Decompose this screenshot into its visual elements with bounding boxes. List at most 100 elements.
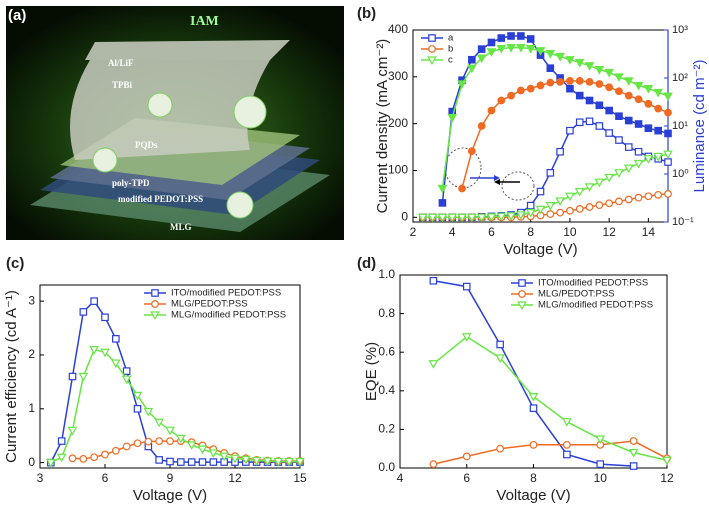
marker <box>563 450 571 459</box>
marker <box>584 183 595 192</box>
marker <box>68 454 77 463</box>
ill-text: MLG <box>170 222 192 232</box>
marker <box>529 440 538 449</box>
marker <box>517 301 527 311</box>
marker <box>518 279 526 287</box>
marker <box>101 450 109 459</box>
series-line <box>50 299 300 463</box>
panel-label: (c) <box>6 255 24 272</box>
marker <box>56 453 67 463</box>
marker <box>663 150 673 160</box>
marker <box>605 199 614 208</box>
marker <box>605 106 613 115</box>
marker <box>516 86 525 95</box>
marker <box>273 457 284 467</box>
marker <box>653 152 664 162</box>
marker <box>633 81 644 91</box>
marker <box>428 34 436 42</box>
marker <box>585 96 594 105</box>
marker <box>437 184 448 194</box>
marker <box>624 143 633 151</box>
marker <box>427 56 437 66</box>
x-tick-label: 2 <box>410 225 417 239</box>
marker <box>663 92 673 102</box>
marker <box>595 80 604 88</box>
x-axis-label: Voltage (V) <box>496 487 570 504</box>
marker <box>555 52 565 62</box>
x-tick-label: 12 <box>602 225 616 239</box>
marker <box>122 367 131 375</box>
marker <box>458 184 466 193</box>
y-axis-label: Current efficiency (cd A⁻¹) <box>3 290 20 463</box>
marker <box>486 213 497 222</box>
y-tick-label: 3 <box>28 293 35 307</box>
marker <box>585 117 594 126</box>
y-tick-label: 300 <box>388 69 408 83</box>
marker <box>144 437 153 446</box>
marker <box>457 213 467 223</box>
marker <box>241 455 251 465</box>
marker <box>132 391 143 401</box>
marker <box>429 460 438 469</box>
illustration: IAM Al/LiF TPBi PQDs poly-TPD modified P… <box>6 6 344 240</box>
arrow-head <box>494 179 500 185</box>
marker <box>198 458 207 466</box>
marker <box>556 147 564 156</box>
marker <box>143 407 154 417</box>
y2-tick-label: 10² <box>672 72 688 84</box>
marker <box>595 101 604 110</box>
legend-label: a <box>448 33 454 44</box>
marker <box>594 178 605 188</box>
y-axis-label: Current density (mA cm⁻²) <box>374 39 391 214</box>
y2-tick-label: 10³ <box>672 24 688 36</box>
y-tick-label: 1 <box>28 401 35 415</box>
x-tick-label: 8 <box>527 225 534 239</box>
marker <box>517 32 525 40</box>
x-tick-label: 4 <box>397 471 404 485</box>
marker <box>529 404 538 412</box>
marker <box>585 77 594 86</box>
marker <box>546 210 555 218</box>
marker <box>262 457 273 467</box>
marker <box>497 34 506 42</box>
marker <box>495 354 505 364</box>
marker <box>57 437 66 445</box>
x-axis-label: Voltage (V) <box>503 241 577 258</box>
chart: (b) 2 4 6 8 10 12 14 0 100 200 300 400 10⁻¹ 10⁰ 10¹ 10² 1… <box>357 5 708 258</box>
marker <box>467 64 477 74</box>
marker <box>629 462 638 470</box>
marker <box>78 372 89 382</box>
marker <box>467 147 476 155</box>
marker <box>536 187 545 196</box>
marker <box>506 43 516 53</box>
marker <box>496 340 504 349</box>
marker <box>507 32 515 40</box>
marker <box>155 437 164 445</box>
y-tick-label: 0 <box>28 455 35 469</box>
x-tick-label: 6 <box>463 471 470 485</box>
legend-label: ITO/modified PEDOT:PSS <box>171 288 281 299</box>
marker <box>487 106 496 115</box>
marker <box>604 173 614 183</box>
y-tick-label: 0.2 <box>378 422 395 436</box>
marker <box>516 43 526 53</box>
marker <box>615 136 623 144</box>
marker <box>575 77 584 85</box>
marker <box>209 458 218 466</box>
marker <box>628 448 639 458</box>
x-tick-label: 12 <box>228 471 242 485</box>
y2-tick-label: 10⁰ <box>672 168 689 180</box>
marker <box>566 77 574 85</box>
marker <box>496 444 505 453</box>
marker <box>545 202 556 211</box>
marker <box>605 129 613 137</box>
series-line <box>433 440 668 465</box>
marker <box>462 282 471 291</box>
marker <box>556 208 565 217</box>
molecule <box>92 147 118 173</box>
marker <box>595 201 604 210</box>
marker <box>664 190 672 198</box>
marker <box>295 457 305 467</box>
marker <box>133 404 142 413</box>
